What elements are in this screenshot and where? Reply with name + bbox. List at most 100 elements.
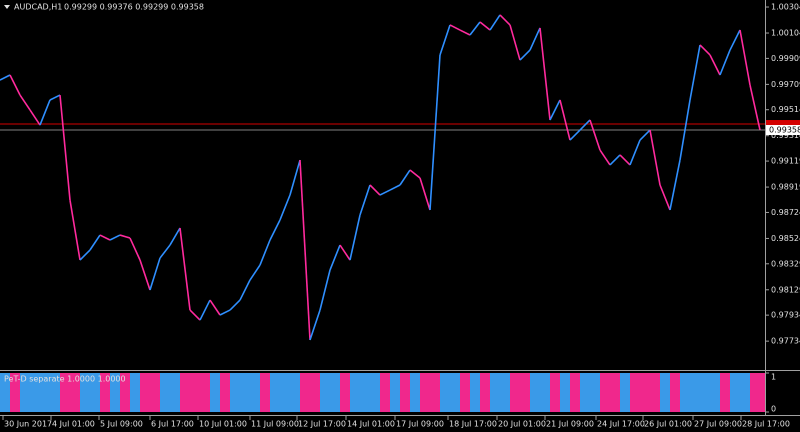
- price-segment: [369, 184, 381, 196]
- indicator-bar: [360, 373, 370, 412]
- indicator-bar: [150, 373, 160, 412]
- indicator-bar: [480, 373, 490, 412]
- indicator-bar: [710, 373, 720, 412]
- price-segment: [59, 94, 71, 201]
- indicator-bar: [180, 373, 190, 412]
- x-tick-label: 24 Jul 17:00: [597, 420, 645, 429]
- x-tick-label: 18 Jul 17:00: [449, 420, 497, 429]
- indicator-bar: [90, 373, 100, 412]
- indicator-bar: [640, 373, 650, 412]
- y-tick-label: 0.98524: [771, 234, 800, 243]
- x-tick-label: 4 Jul 01:00: [52, 420, 95, 429]
- price-segment: [239, 279, 251, 301]
- indicator-bar: [110, 373, 120, 412]
- symbol: AUDCAD,H1: [14, 3, 62, 12]
- price-segment: [29, 109, 41, 126]
- price-segment: [89, 234, 101, 251]
- indicator-bar: [140, 373, 150, 412]
- indicator-bar: [230, 373, 240, 412]
- price-segment: [0, 74, 11, 81]
- price-segment: [579, 119, 591, 131]
- price-segment: [9, 74, 21, 96]
- indicator-bar: [30, 373, 40, 412]
- indicator-bar: [200, 373, 210, 412]
- indicator-bar: [20, 373, 30, 412]
- x-tick-label: 26 Jul 01:00: [644, 420, 692, 429]
- price-segment: [119, 234, 131, 239]
- price-segment: [409, 169, 421, 179]
- indicator-bar: [170, 373, 180, 412]
- price-segment: [69, 199, 81, 261]
- indicator-bar: [310, 373, 320, 412]
- price-segment: [329, 244, 341, 271]
- indicator-bar: [260, 373, 270, 412]
- price-segment: [209, 299, 221, 316]
- price-segment: [419, 177, 431, 211]
- indicator-bar: [530, 373, 540, 412]
- price-segment: [19, 94, 31, 111]
- price-segment: [429, 54, 441, 211]
- price-segment: [449, 24, 461, 31]
- x-tick-label: 6 Jul 17:00: [151, 420, 194, 429]
- price-segment: [489, 14, 501, 31]
- menu-icon[interactable]: [4, 5, 10, 9]
- y-tick-label: 0.97734: [771, 337, 800, 346]
- indicator-bar: [70, 373, 80, 412]
- y-tick-label: 0.98919: [771, 183, 800, 192]
- price-segment: [559, 99, 571, 141]
- price-segment: [179, 227, 191, 311]
- y-tick-label: 0.99909: [771, 54, 800, 63]
- x-tick-label: 30 Jun 2017: [4, 420, 52, 429]
- indicator-bar: [620, 373, 630, 412]
- price-segment: [399, 169, 411, 186]
- indicator-bar: [560, 373, 570, 412]
- indicator-bar: [210, 373, 220, 412]
- indicator-bar: [320, 373, 330, 412]
- price-segment: [39, 99, 51, 126]
- indicator-bar: [670, 373, 680, 412]
- price-segment: [359, 184, 371, 216]
- indicator-bar: [760, 373, 765, 412]
- price-segment: [669, 159, 681, 211]
- x-tick-label: 27 Jul 09:00: [694, 420, 742, 429]
- price-segment: [649, 129, 661, 186]
- price-segment: [159, 244, 171, 259]
- y-tick-label: 0.99709: [771, 80, 800, 89]
- indicator-bar: [40, 373, 50, 412]
- indicator-bar: [460, 373, 470, 412]
- x-tick-label: 14 Jul 01:00: [347, 420, 395, 429]
- y-tick-label: 0.98329: [771, 259, 800, 268]
- price-segment: [319, 269, 331, 311]
- price-segment: [739, 29, 751, 86]
- indicator-bar: [510, 373, 520, 412]
- indicator-bar: [470, 373, 480, 412]
- price-segment: [139, 259, 151, 291]
- indicator-bar: [660, 373, 670, 412]
- indicator-bar: [600, 373, 610, 412]
- price-segment: [519, 49, 531, 61]
- price-segment: [639, 129, 651, 141]
- price-segment: [499, 14, 511, 26]
- price-segment: [49, 94, 61, 101]
- indicator-title: PeT-D separate 1.0000 1.0000: [4, 375, 126, 384]
- indicator-bar: [60, 373, 70, 412]
- indicator-bar: [160, 373, 170, 412]
- indicator-bar: [440, 373, 450, 412]
- indicator-bar: [700, 373, 710, 412]
- price-segment: [719, 49, 731, 76]
- indicator-bar: [680, 373, 690, 412]
- indicator-bar: [740, 373, 750, 412]
- indicator-bar: [580, 373, 590, 412]
- indicator-bar: [380, 373, 390, 412]
- price-segment: [389, 184, 401, 191]
- x-tick-label: 28 Jul 17:00: [742, 420, 790, 429]
- price-segment: [259, 239, 271, 266]
- indicator-bar: [750, 373, 760, 412]
- price-segment: [379, 189, 391, 196]
- indicator-bar: [370, 373, 380, 412]
- x-tick-label: 21 Jul 09:00: [546, 420, 594, 429]
- x-tick-label: 5 Jul 09:00: [100, 420, 143, 429]
- price-segment: [529, 27, 541, 51]
- indicator-bar: [500, 373, 510, 412]
- indicator-bar: [540, 373, 550, 412]
